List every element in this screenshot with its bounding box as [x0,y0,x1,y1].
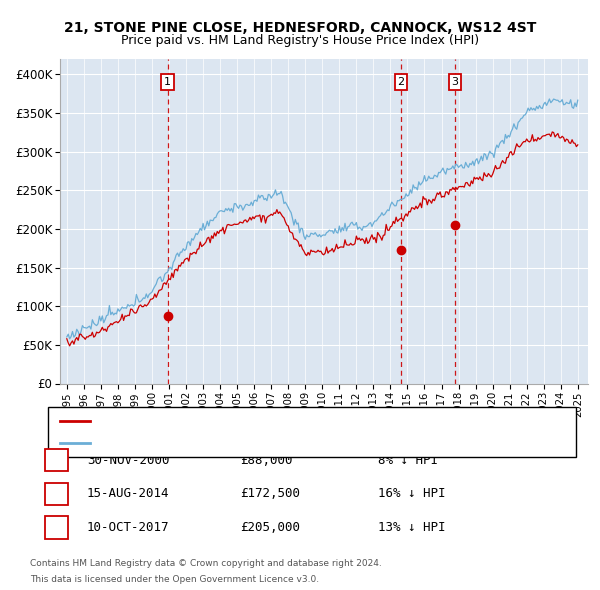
Text: 15-AUG-2014: 15-AUG-2014 [87,487,170,500]
Text: £88,000: £88,000 [240,454,293,467]
Text: 30-NOV-2000: 30-NOV-2000 [87,454,170,467]
Text: £205,000: £205,000 [240,521,300,534]
Text: 16% ↓ HPI: 16% ↓ HPI [378,487,445,500]
Text: HPI: Average price, detached house, Cannock Chase: HPI: Average price, detached house, Cann… [96,438,383,448]
Text: 2: 2 [53,487,60,500]
Text: Price paid vs. HM Land Registry's House Price Index (HPI): Price paid vs. HM Land Registry's House … [121,34,479,47]
Text: 1: 1 [53,454,60,467]
Text: 1: 1 [164,77,171,87]
Text: 21, STONE PINE CLOSE, HEDNESFORD, CANNOCK, WS12 4ST (detached house): 21, STONE PINE CLOSE, HEDNESFORD, CANNOC… [96,416,529,426]
Text: 3: 3 [451,77,458,87]
Text: 21, STONE PINE CLOSE, HEDNESFORD, CANNOCK, WS12 4ST: 21, STONE PINE CLOSE, HEDNESFORD, CANNOC… [64,21,536,35]
Text: 8% ↓ HPI: 8% ↓ HPI [378,454,438,467]
Text: Contains HM Land Registry data © Crown copyright and database right 2024.: Contains HM Land Registry data © Crown c… [30,559,382,568]
Text: 13% ↓ HPI: 13% ↓ HPI [378,521,445,534]
Text: £172,500: £172,500 [240,487,300,500]
Text: 10-OCT-2017: 10-OCT-2017 [87,521,170,534]
Text: 2: 2 [397,77,404,87]
Text: 3: 3 [53,521,60,534]
Text: This data is licensed under the Open Government Licence v3.0.: This data is licensed under the Open Gov… [30,575,319,584]
